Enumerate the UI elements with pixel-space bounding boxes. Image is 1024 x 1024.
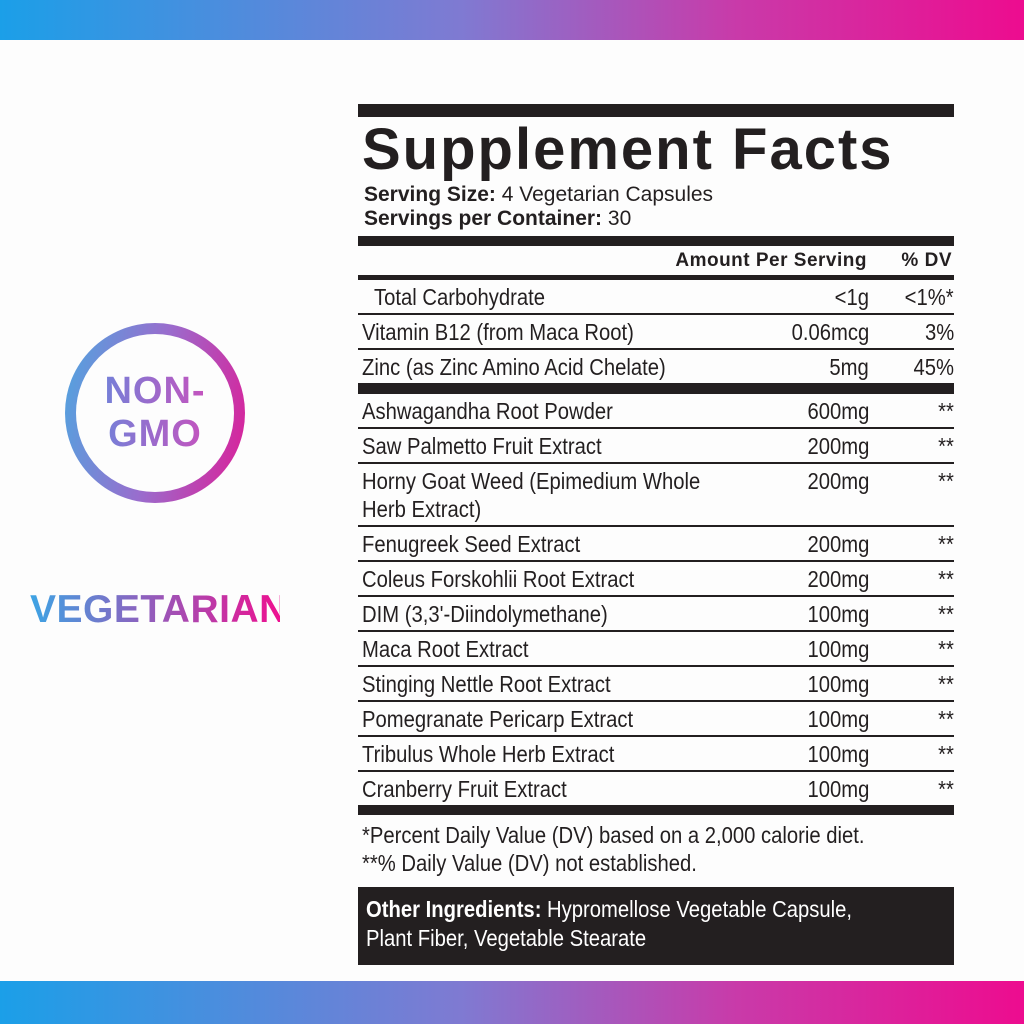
amount-per-serving-header: Amount Per Serving [675,250,867,271]
ingredient-dv: ** [938,601,954,627]
non-gmo-badge: NON- GMO [65,323,245,503]
table-row-pomegranate: Pomegranate Pericarp Extract 100mg ** [358,702,954,737]
ingredient-dv: ** [938,398,954,424]
ingredient-name: Horny Goat Weed (Epimedium Whole Herb Ex… [362,468,701,522]
ingredient-dv: ** [938,636,954,662]
ingredient-amount: 100mg [807,636,869,662]
ingredient-dv: ** [938,531,954,557]
ingredient-amount: 600mg [807,398,869,424]
table-row-tribulus: Tribulus Whole Herb Extract 100mg ** [358,737,954,772]
vegetarian-text-band [30,585,280,637]
other-ingredients-box: Other Ingredients: Hypromellose Vegetabl… [358,887,954,965]
table-row-coleus-forskohlii: Coleus Forskohlii Root Extract 200mg ** [358,562,954,597]
servings-per-container-line: Servings per Container: 30 [358,207,954,231]
nutrients-herbs-divider-bar [358,383,954,394]
panel-title: Supplement Facts [362,117,894,182]
ingredient-dv: ** [938,776,954,802]
ingredient-name: Maca Root Extract [362,636,529,662]
other-ingredients-text: Other Ingredients: Hypromellose Vegetabl… [366,895,875,953]
footnote-not-established: **% Daily Value (DV) not established. [362,850,697,876]
ingredient-amount: 200mg [807,566,869,592]
panel-top-bar [358,104,954,117]
table-row-fenugreek: Fenugreek Seed Extract 200mg ** [358,527,954,562]
ingredient-name: Ashwagandha Root Powder [362,398,613,424]
table-row-ashwagandha: Ashwagandha Root Powder 600mg ** [358,394,954,429]
table-row-cranberry: Cranberry Fruit Extract 100mg ** [358,772,954,805]
ingredient-name: Vitamin B12 (from Maca Root) [362,319,634,345]
other-ingredients-label: Other Ingredients: [366,896,542,922]
non-gmo-label: NON- GMO [104,370,205,456]
ingredient-amount: 200mg [807,468,869,494]
ingredient-name: DIM (3,3'-Diindolymethane) [362,601,608,627]
vegetarian-badge: VEGETARIAN [30,523,287,701]
ingredient-dv: ** [938,566,954,592]
ingredient-amount: 0.06mcg [791,319,869,345]
ingredient-dv: ** [938,468,954,494]
ingredient-dv: ** [938,671,954,697]
ingredient-name: Tribulus Whole Herb Extract [362,741,615,767]
table-header-row: Amount Per Serving % DV [358,246,954,275]
ingredient-dv: ** [938,706,954,732]
ingredient-amount: 200mg [807,433,869,459]
footnotes: *Percent Daily Value (DV) based on a 2,0… [358,815,954,885]
ingredient-name: Zinc (as Zinc Amino Acid Chelate) [362,354,666,380]
table-row-total-carbohydrate: Total Carbohydrate <1g <1%* [358,280,954,315]
non-gmo-ring-inner: NON- GMO [76,334,234,492]
serving-size-label: Serving Size: [364,183,496,206]
ingredient-dv: ** [938,741,954,767]
non-gmo-label-line1: NON- [104,370,206,412]
ingredient-name: Coleus Forskohlii Root Extract [362,566,635,592]
ingredient-name: Fenugreek Seed Extract [362,531,581,557]
table-row-dim: DIM (3,3'-Diindolymethane) 100mg ** [358,597,954,632]
ingredient-name: Saw Palmetto Fruit Extract [362,433,602,459]
other-ingredients-value: Hypromellose Vegetable Capsule, Plant Fi… [366,896,852,951]
vegetarian-label: VEGETARIAN [30,586,287,634]
table-row-zinc: Zinc (as Zinc Amino Acid Chelate) 5mg 45… [358,350,954,383]
ingredient-amount: 100mg [807,601,869,627]
supplement-facts-panel: Supplement Facts Serving Size: 4 Vegetar… [358,104,954,965]
ingredient-amount: 100mg [807,741,869,767]
ingredient-dv: ** [938,433,954,459]
ingredient-name: Total Carbohydrate [374,284,546,310]
ingredient-amount: 100mg [807,706,869,732]
ingredient-amount: <1g [834,284,869,310]
servings-per-container-value: 30 [607,207,632,230]
ingredient-name: Cranberry Fruit Extract [362,776,567,802]
gradient-bottom-bar [0,981,1024,1024]
ingredient-dv: <1%* [905,284,954,310]
ingredient-dv: 45% [913,354,954,380]
serving-size-line: Serving Size: 4 Vegetarian Capsules [358,183,954,207]
panel-divider-bar [358,236,954,246]
table-row-saw-palmetto: Saw Palmetto Fruit Extract 200mg ** [358,429,954,464]
ingredient-name: Pomegranate Pericarp Extract [362,706,634,732]
ingredient-amount: 5mg [829,354,869,380]
footnote-daily-value: *Percent Daily Value (DV) based on a 2,0… [362,822,865,848]
non-gmo-label-line2: GMO [108,413,202,455]
ingredient-amount: 100mg [807,671,869,697]
ingredient-dv: 3% [924,319,954,345]
percent-dv-header: % DV [901,250,952,271]
ingredient-amount: 100mg [807,776,869,802]
ingredient-name: Stinging Nettle Root Extract [362,671,611,697]
header-heavy-line [358,275,954,280]
servings-per-container-label: Servings per Container: [364,207,603,230]
table-row-maca-root: Maca Root Extract 100mg ** [358,632,954,667]
serving-size-value: 4 Vegetarian Capsules [501,183,714,206]
gradient-top-bar [0,0,1024,40]
table-row-vitamin-b12: Vitamin B12 (from Maca Root) 0.06mcg 3% [358,315,954,350]
table-row-stinging-nettle: Stinging Nettle Root Extract 100mg ** [358,667,954,702]
ingredient-amount: 200mg [807,531,869,557]
footnotes-divider-bar [358,805,954,815]
table-row-horny-goat-weed: Horny Goat Weed (Epimedium Whole Herb Ex… [358,464,954,527]
